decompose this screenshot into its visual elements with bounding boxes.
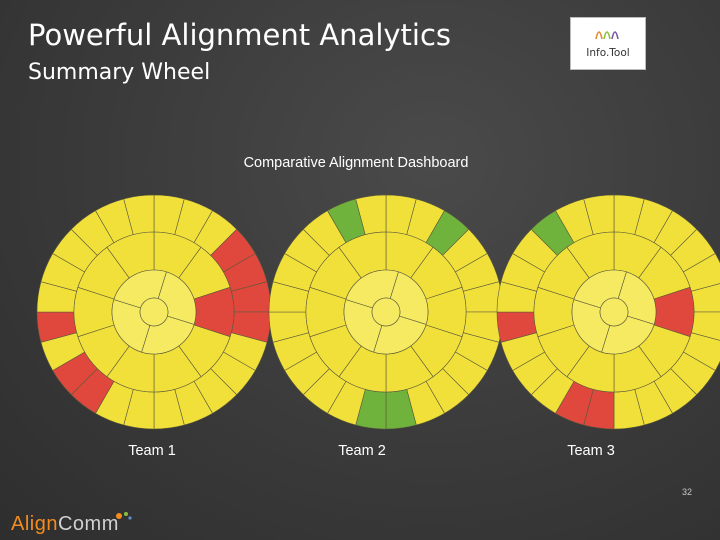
page-number: 32 [682,487,693,497]
infotool-logo: Info.Tool [570,17,646,70]
summary-wheel-team-1 [34,192,274,432]
logo-text: Info.Tool [586,47,630,59]
wheel-svg [36,194,272,430]
brand-star-icon [116,512,132,520]
dashboard-title-text: Comparative Alignment Dashboard [243,155,469,171]
slide-title: Powerful Alignment Analytics [28,18,452,52]
summary-wheel-team-2 [266,192,506,432]
center-hub [371,297,401,327]
wheel-svg [496,194,720,430]
wheel-svg [268,194,504,430]
infotool-logo-mark-icon [595,31,619,40]
aligncomm-logo: AlignComm [11,513,119,536]
brand-part-1: Align [11,513,58,535]
wheel-label-team-2: Team 2 [338,443,386,459]
wheel-label-team-1: Team 1 [128,443,176,459]
center-hub [139,297,169,327]
brand-part-2: Comm [57,513,119,535]
slide-subtitle: Summary Wheel [28,60,211,85]
wheel-label-team-3: Team 3 [567,443,615,459]
dashboard-title: Comparative Alignment Dashboard [0,155,720,171]
summary-wheel-team-3 [494,192,720,432]
center-hub [599,297,629,327]
